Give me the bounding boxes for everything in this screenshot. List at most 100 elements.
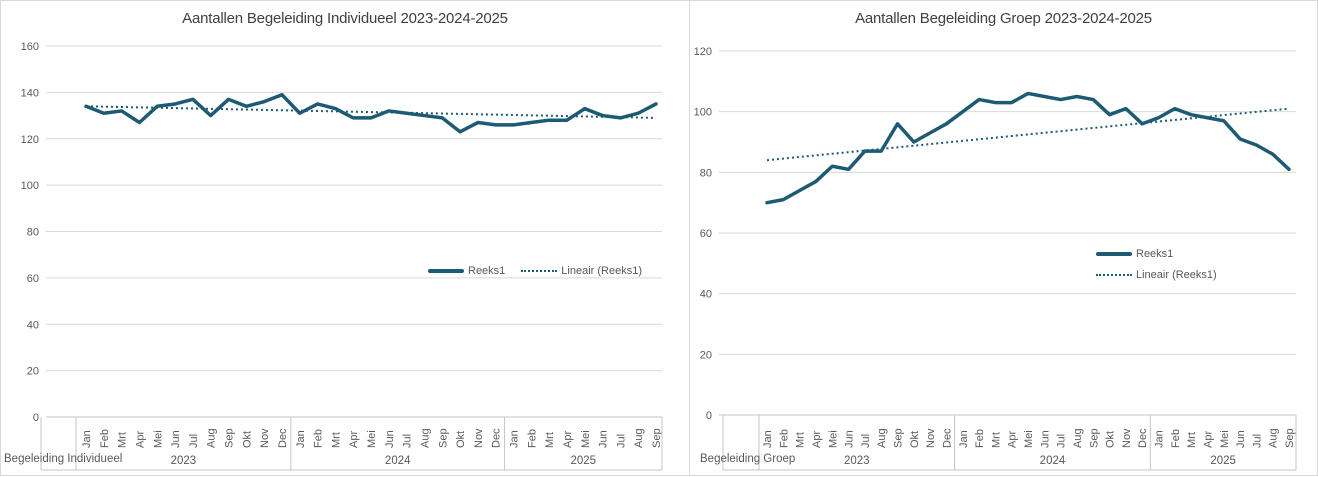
x-tick-month: Mei [152, 430, 164, 448]
y-tick-label: 100 [21, 180, 39, 192]
x-tick-month: Nov [473, 428, 485, 448]
x-tick-month: Jun [384, 430, 396, 448]
x-tick-month: Jun [598, 430, 610, 448]
x-tick-month: Jul [860, 434, 872, 448]
x-tick-month: Jan [509, 430, 521, 448]
x-tick-month: Mrt [330, 432, 342, 448]
series-line-swatch [1096, 252, 1132, 256]
x-tick-month: Mrt [990, 432, 1002, 448]
x-tick-year: 2024 [1040, 455, 1066, 467]
x-tick-month: Nov [259, 428, 271, 448]
chart-title-individueel: Aantallen Begeleiding Individueel 2023-2… [182, 10, 508, 27]
legend-item-reeks1[interactable]: Reeks1 [428, 265, 505, 277]
y-tick-label: 80 [27, 227, 39, 239]
y-tick-label: 40 [27, 319, 39, 331]
x-tick-month: Sep [1284, 428, 1296, 448]
x-tick-month: Jul [1056, 434, 1068, 448]
x-tick-month: Mei [366, 430, 378, 448]
x-tick-month: Mrt [544, 432, 556, 448]
x-tick-month: Mei [1023, 430, 1035, 448]
x-tick-month: Jan [1154, 430, 1166, 448]
x-tick-month: Okt [241, 431, 253, 448]
y-tick-label: 80 [700, 167, 712, 179]
trendline-lineair-reeks1[interactable] [85, 105, 657, 119]
x-tick-month: Sep [1088, 428, 1100, 448]
x-tick-month: Dec [1137, 428, 1149, 448]
x-tick-month: Aug [1268, 428, 1280, 448]
x-tick-month: Aug [876, 428, 888, 448]
legend-label-reeks1: Reeks1 [468, 265, 506, 277]
x-tick-month: Aug [1072, 428, 1084, 448]
x-tick-month: Jan [81, 430, 93, 448]
x-tick-month: Dec [491, 428, 503, 448]
y-tick-label: 120 [21, 134, 39, 146]
y-tick-label: 120 [694, 46, 712, 58]
x-tick-month: Sep [437, 428, 449, 448]
x-tick-month: Apr [1202, 431, 1214, 448]
y-tick-label: 0 [706, 410, 712, 422]
x-tick-month: Feb [313, 429, 325, 448]
x-tick-month: Okt [909, 431, 921, 448]
y-tick-label: 160 [21, 41, 39, 53]
y-tick-label: 20 [700, 349, 712, 361]
chart-individueel-plot[interactable]: 0 20 40 60 80 100 120 140 160 Jan Feb Mrt Apr Mei Jun J… [1, 1, 691, 477]
y-tick-label: 20 [27, 366, 39, 378]
legend-item-lineair[interactable]: Lineair (Reeks1) [1096, 269, 1217, 281]
x-tick-month: Apr [348, 431, 360, 448]
x-tick-month: Feb [778, 429, 790, 448]
x-tick-month: Apr [562, 431, 574, 448]
x-tick-month: Apr [134, 431, 146, 448]
chart-groep-panel[interactable]: 0 20 40 60 80 100 120 Jan Feb Mrt Apr Mei Jun Jul Aug S… [689, 0, 1318, 476]
x-tick-month: Sep [893, 428, 905, 448]
series-line-reeks1[interactable] [765, 91, 1291, 205]
x-tick-month: Mrt [1186, 432, 1198, 448]
x-tick-month: Feb [974, 429, 986, 448]
x-tick-month: Apr [811, 431, 823, 448]
x-tick-month: Dec [941, 428, 953, 448]
x-tick-year: 2025 [571, 455, 597, 467]
x-tick-month: Aug [206, 428, 218, 448]
x-tick-month: Jun [1235, 430, 1247, 448]
x-tick-month: Feb [99, 429, 111, 448]
x-tick-month: Aug [419, 428, 431, 448]
trendline-swatch [521, 270, 558, 272]
x-tick-month: Aug [633, 428, 645, 448]
x-tick-year: 2023 [171, 455, 197, 467]
x-tick-month: Sep [651, 428, 663, 448]
trendline-lineair-reeks1[interactable] [766, 107, 1290, 162]
chart-groep-plot[interactable]: 0 20 40 60 80 100 120 Jan Feb Mrt Apr Mei Jun Jul Aug S… [690, 1, 1318, 477]
x-tick-month: Mei [580, 430, 592, 448]
x-tick-month: Jun [844, 430, 856, 448]
x-tick-month: Nov [1121, 428, 1133, 448]
legend-label-lineair: Lineair (Reeks1) [1136, 269, 1217, 281]
x-tick-month: Mrt [117, 432, 129, 448]
legend-label-lineair: Lineair (Reeks1) [561, 265, 642, 277]
series-line-reeks1[interactable] [84, 92, 658, 134]
x-tick-month: Feb [1170, 429, 1182, 448]
x-tick-month: Nov [925, 428, 937, 448]
legend-individueel[interactable]: Reeks1 Lineair (Reeks1) [428, 265, 642, 277]
x-tick-month: Mei [1219, 430, 1231, 448]
trendline-swatch [1096, 274, 1132, 276]
series-group-label-groep: Begeleiding Groep [700, 453, 796, 465]
x-tick-month: Feb [526, 429, 538, 448]
y-tick-label: 100 [694, 107, 712, 119]
chart-individueel-panel[interactable]: 0 20 40 60 80 100 120 140 160 Jan Feb Mrt Apr Mei Jun J… [0, 0, 690, 476]
x-tick-month: Jun [1039, 430, 1051, 448]
legend-item-reeks1[interactable]: Reeks1 [1096, 248, 1173, 260]
y-tick-label: 40 [700, 289, 712, 301]
x-tick-month: Okt [455, 431, 467, 448]
x-tick-month: Jul [188, 434, 200, 448]
x-tick-month: Apr [1007, 431, 1019, 448]
legend-item-lineair[interactable]: Lineair (Reeks1) [521, 265, 642, 277]
y-tick-label: 60 [700, 228, 712, 240]
x-tick-month: Mei [827, 430, 839, 448]
y-tick-label: 60 [27, 273, 39, 285]
x-tick-month: Jan [762, 430, 774, 448]
legend-groep[interactable]: Reeks1 Lineair (Reeks1) [1096, 248, 1217, 281]
x-tick-month: Jan [958, 430, 970, 448]
y-tick-label: 0 [33, 412, 39, 424]
series-group-label-individueel: Begeleiding Individueel [4, 453, 123, 465]
x-tick-year: 2024 [385, 455, 411, 467]
